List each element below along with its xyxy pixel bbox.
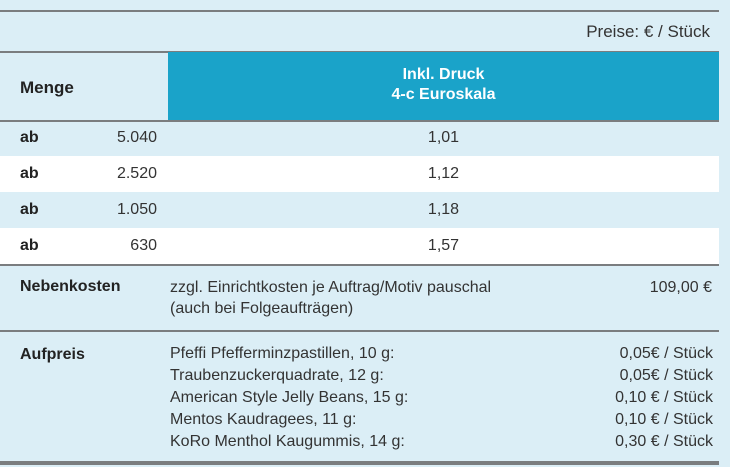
surcharge-item-name: Mentos Kaudragees, 11 g:: [170, 411, 357, 428]
surcharge-item: American Style Jelly Beans, 15 g: 0,10 €…: [170, 389, 713, 410]
row-prefix: ab: [20, 129, 39, 146]
table-header: Menge Inkl. Druck 4-c Euroskala: [0, 52, 719, 120]
row-quantity: 2.520: [116, 165, 157, 182]
surcharge-item-name: KoRo Menthol Kaugummis, 14 g:: [170, 433, 405, 450]
row-price: 1,01: [427, 129, 460, 146]
print-header-line2: 4-c Euroskala: [391, 86, 496, 103]
print-header-line1: Inkl. Druck: [402, 66, 485, 83]
top-rule: [0, 10, 719, 12]
row-quantity: 5.040: [116, 129, 157, 146]
surcharge-item-name: Pfeffi Pfefferminzpastillen, 10 g:: [170, 345, 395, 362]
extra-costs-amount: 109,00 €: [649, 279, 712, 296]
surcharge-item-name: Traubenzuckerquadrate, 12 g:: [170, 367, 384, 384]
rows-bottom-rule: [0, 264, 719, 266]
row-price: 1,12: [427, 165, 460, 182]
surcharge-item-cost: 0,05€ / Stück: [619, 367, 713, 384]
surcharge-item-cost: 0,10 € / Stück: [615, 411, 713, 428]
surcharge-item: Pfeffi Pfefferminzpastillen, 10 g: 0,05€…: [170, 345, 713, 366]
row-prefix: ab: [20, 237, 39, 254]
extra-costs-description: zzgl. Einrichtkosten je Auftrag/Motiv pa…: [170, 277, 491, 319]
table-row: ab 1.050 1,18: [0, 192, 719, 228]
row-prefix: ab: [20, 165, 39, 182]
surcharge-item-cost: 0,10 € / Stück: [615, 389, 713, 406]
extra-costs-line1: zzgl. Einrichtkosten je Auftrag/Motiv pa…: [170, 279, 492, 296]
extra-costs-label: Nebenkosten: [20, 278, 121, 295]
row-quantity: 630: [130, 237, 157, 254]
header-bottom-rule: [0, 120, 719, 122]
bottom-rule: [0, 461, 719, 465]
row-price: 1,18: [427, 201, 460, 218]
table-row: ab 630 1,57: [0, 228, 719, 264]
print-column-header: Inkl. Druck 4-c Euroskala: [168, 52, 719, 120]
row-quantity: 1.050: [116, 201, 157, 218]
extra-costs-bottom-rule: [0, 330, 719, 332]
surcharge-item: KoRo Menthol Kaugummis, 14 g: 0,30 € / S…: [170, 433, 713, 454]
surcharge-item: Traubenzuckerquadrate, 12 g: 0,05€ / Stü…: [170, 367, 713, 388]
row-price: 1,57: [427, 237, 460, 254]
surcharge-item-cost: 0,05€ / Stück: [619, 345, 713, 362]
table-row: ab 2.520 1,12: [0, 156, 719, 192]
surcharge-item-cost: 0,30 € / Stück: [615, 433, 713, 450]
price-unit-note: Preise: € / Stück: [586, 22, 710, 41]
surcharge-item-name: American Style Jelly Beans, 15 g:: [170, 389, 409, 406]
extra-costs-line2: (auch bei Folgeaufträgen): [170, 300, 354, 317]
table-row: ab 5.040 1,01: [0, 120, 719, 156]
surcharge-label: Aufpreis: [20, 346, 85, 363]
surcharge-item: Mentos Kaudragees, 11 g: 0,10 € / Stück: [170, 411, 713, 432]
row-prefix: ab: [20, 201, 39, 218]
quantity-column-header: Menge: [20, 78, 74, 97]
